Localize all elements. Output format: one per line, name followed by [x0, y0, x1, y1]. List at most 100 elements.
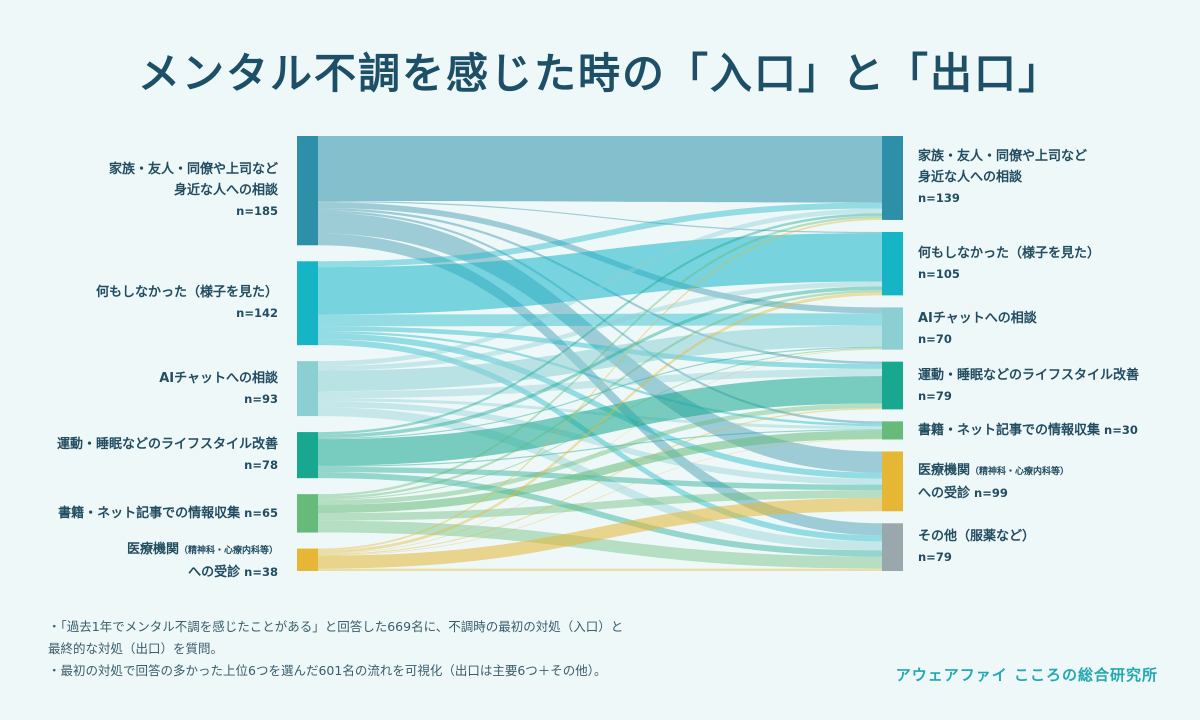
flow-links: [318, 136, 882, 571]
label-line2: への受診: [918, 486, 971, 501]
flow-s_medical-to-t_books: [318, 438, 882, 556]
footnote-2-text: 最初の対処で回答の多かった上位6つを選んだ601名の流れを可視化（出口は主要6つ…: [60, 663, 607, 678]
target-bar-t_family: [882, 136, 903, 220]
label-line1: その他（服薬など）: [918, 529, 1036, 544]
flow-s_books-to-t_nothing: [318, 289, 882, 499]
flow-s_nothing-to-t_other: [318, 339, 882, 542]
label-count: n=93: [244, 392, 278, 406]
flow-s_medical-to-t_family: [318, 218, 882, 551]
flow-s_nothing-to-t_nothing: [318, 233, 882, 315]
source-bar-s_life: [297, 432, 318, 479]
right-label-t_medical: 医療機関（精神科・心療内科等） への受診 n=99: [918, 460, 1198, 504]
footnote-1: ・「過去1年でメンタル不調を感じたことがある」と回答した669名に、不調時の最初…: [48, 619, 624, 634]
flow-s_life-to-t_nothing: [318, 286, 882, 438]
label-line1: 家族・友人・同僚や上司など: [918, 149, 1088, 164]
flow-s_ai-to-t_nothing: [318, 281, 882, 371]
flow-s_family-to-t_medical: [318, 212, 882, 473]
flow-s_family-to-t_other: [318, 233, 882, 536]
label-line2: 身近な人への相談: [918, 170, 1023, 185]
flow-s_life-to-t_other: [318, 472, 882, 557]
flow-s_life-to-t_ai: [318, 346, 882, 440]
right-label-t_ai: AIチャットへの相談 n=70: [918, 308, 1198, 350]
label-count: n=78: [244, 458, 278, 472]
source-bar-s_nothing: [297, 261, 318, 346]
label-count: n=99: [970, 486, 1008, 500]
left-label-s_nothing: 何もしなかった（様子を見た） n=142: [8, 282, 278, 324]
flow-s_medical-to-t_other: [318, 568, 882, 571]
label-count: n=30: [1100, 423, 1138, 437]
flow-s_life-to-t_books: [318, 429, 882, 467]
label-line1: AIチャットへの相談: [159, 371, 278, 386]
label-line1: 運動・睡眠などのライフスタイル改善: [56, 437, 278, 452]
flow-s_ai-to-t_life: [318, 368, 882, 399]
label-line1: 運動・睡眠などのライフスタイル改善: [918, 368, 1140, 383]
label-count: n=142: [236, 306, 278, 320]
label-line1: 書籍・ネット記事での情報収集: [58, 506, 241, 521]
left-label-s_ai: AIチャットへの相談 n=93: [8, 368, 278, 410]
target-bar-t_other: [882, 523, 903, 571]
flow-s_medical-to-t_nothing: [318, 292, 882, 554]
label-line2: 身近な人への相談: [173, 183, 278, 198]
flow-s_books-to-t_ai: [318, 347, 882, 501]
flow-s_nothing-to-t_medical: [318, 333, 882, 479]
label-count: n=79: [918, 550, 952, 564]
right-label-t_nothing: 何もしなかった（様子を見た） n=105: [918, 243, 1198, 285]
flow-s_ai-to-t_medical: [318, 401, 882, 485]
right-label-t_books: 書籍・ネット記事での情報収集 n=30: [918, 420, 1198, 441]
target-bar-t_ai: [882, 307, 903, 350]
label-count: n=185: [236, 204, 278, 218]
node-bars: [297, 136, 903, 571]
label-line2: への受診: [188, 565, 241, 580]
flow-s_medical-to-t_ai: [318, 349, 882, 554]
source-bar-s_family: [297, 136, 318, 246]
label-count: n=65: [240, 506, 278, 520]
label-line1: 書籍・ネット記事での情報収集: [918, 423, 1101, 438]
flow-s_books-to-t_books: [318, 430, 882, 514]
target-bar-t_medical: [882, 451, 903, 512]
flow-s_medical-to-t_life: [318, 408, 882, 556]
footnotes: ・「過去1年でメンタル不調を感じたことがある」と回答した669名に、不調時の最初…: [38, 616, 623, 682]
target-bar-t_books: [882, 421, 903, 440]
label-sub: （精神科・心療内科等）: [970, 467, 1070, 477]
left-label-s_family: 家族・友人・同僚や上司など身近な人への相談 n=185: [8, 159, 278, 222]
label-count: n=70: [918, 332, 952, 346]
right-label-t_family: 家族・友人・同僚や上司など 身近な人への相談 n=139: [918, 146, 1198, 209]
source-bar-s_medical: [297, 548, 318, 571]
flow-s_books-to-t_life: [318, 403, 882, 505]
label-line1: AIチャットへの相談: [918, 311, 1037, 326]
label-count: n=38: [240, 565, 278, 579]
flow-s_family-to-t_books: [318, 210, 882, 424]
footnote-1-cont: 最終的な対処（出口）を質問。: [38, 638, 623, 660]
left-label-s_life: 運動・睡眠などのライフスタイル改善 n=78: [8, 434, 278, 476]
left-label-s_medical: 医療機関（精神科・心療内科等） への受診 n=38: [8, 539, 278, 583]
footnote-1-text: 「過去1年でメンタル不調を感じたことがある」と回答した669名に、不調時の最初の…: [60, 619, 624, 634]
label-count: n=105: [918, 267, 960, 281]
label-count: n=79: [918, 389, 952, 403]
right-label-t_life: 運動・睡眠などのライフスタイル改善 n=79: [918, 365, 1198, 407]
label-line1: 医療機関: [126, 542, 179, 557]
source-bar-s_ai: [297, 361, 318, 417]
left-label-s_books: 書籍・ネット記事での情報収集 n=65: [8, 503, 278, 524]
footnote-1-cont-text: 最終的な対処（出口）を質問。: [48, 641, 224, 656]
flow-s_medical-to-t_medical: [318, 497, 882, 569]
flow-s_ai-to-t_ai: [318, 325, 882, 392]
page-title: メンタル不調を感じた時の「入口」と「出口」: [137, 49, 1062, 98]
label-line1: 家族・友人・同僚や上司など: [108, 162, 278, 177]
flow-s_nothing-to-t_life: [318, 326, 882, 369]
flow-s_ai-to-t_other: [318, 407, 882, 551]
flow-s_nothing-to-t_family: [318, 202, 882, 268]
flow-s_nothing-to-t_ai: [318, 313, 882, 327]
flow-s_books-to-t_medical: [318, 490, 882, 521]
flow-s_books-to-t_family: [318, 215, 882, 497]
footnote-2: ・最初の対処で回答の多かった上位6つを選んだ601名の流れを可視化（出口は主要6…: [48, 663, 607, 678]
flow-s_family-to-t_family: [318, 136, 882, 203]
flow-s_ai-to-t_family: [318, 208, 882, 366]
brand-logo-text: アウェアファイ こころの総合研究所: [895, 666, 1158, 684]
flow-s_family-to-t_nothing: [318, 200, 882, 234]
target-bar-t_life: [882, 361, 903, 410]
target-bar-t_nothing: [882, 231, 903, 296]
flow-s_nothing-to-t_books: [318, 330, 882, 427]
label-count: n=139: [918, 191, 960, 205]
flow-s_books-to-t_other: [318, 520, 882, 569]
